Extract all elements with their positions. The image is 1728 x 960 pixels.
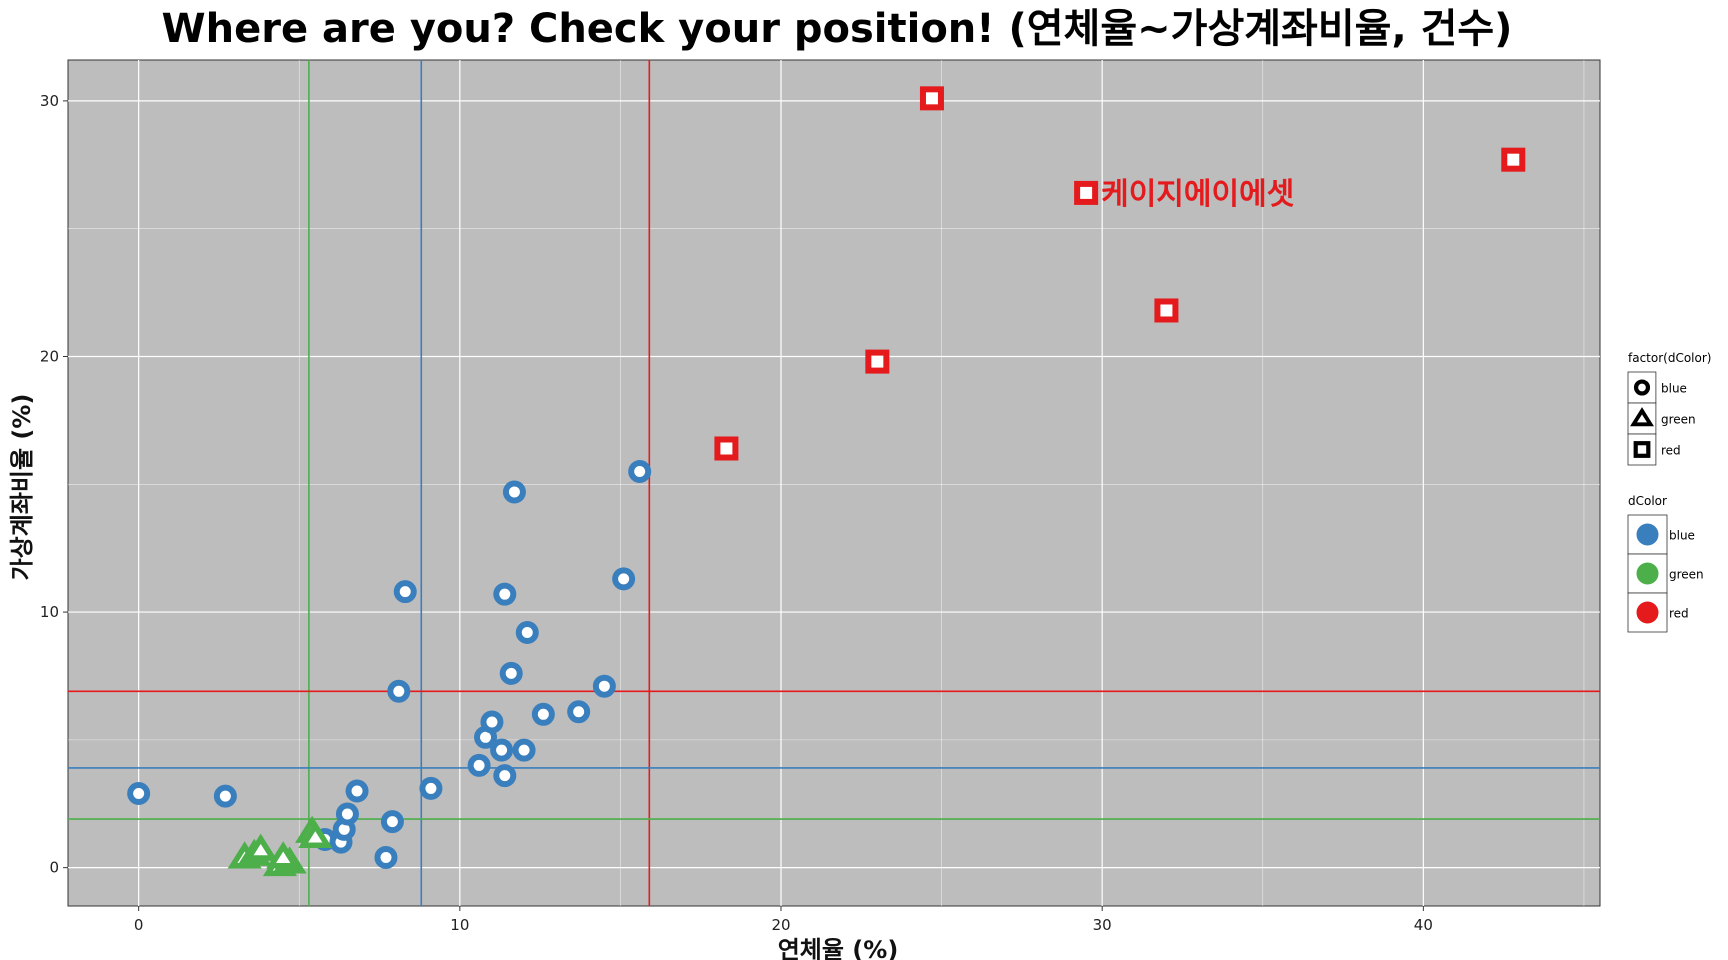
- legend-color: dColor blue green red: [1627, 494, 1704, 633]
- data-point-blue: [374, 845, 398, 869]
- x-tick-label: 30: [1093, 916, 1112, 934]
- series-blue: [127, 459, 652, 869]
- data-point-red: [865, 349, 890, 374]
- x-axis-title: 연체율 (%): [778, 936, 899, 960]
- data-point-blue: [493, 764, 517, 788]
- x-tick-label: 20: [771, 916, 790, 934]
- data-point-green: [243, 833, 278, 861]
- x-tick-label: 40: [1414, 916, 1433, 934]
- data-point-blue: [127, 782, 151, 806]
- x-tick-label: 0: [134, 916, 144, 934]
- y-tick-label: 20: [40, 347, 59, 365]
- y-axis: 0 10 20 30: [40, 92, 68, 877]
- data-point-blue: [612, 567, 636, 591]
- x-tick-label: 10: [450, 916, 469, 934]
- data-point-blue: [480, 710, 504, 734]
- chart-title: Where are you? Check your position! (연체율…: [162, 6, 1513, 52]
- data-point-blue: [515, 621, 539, 645]
- legend-label: green: [1661, 413, 1696, 427]
- legend-key: [1627, 514, 1668, 555]
- data-point-red: [1074, 180, 1099, 205]
- data-point-blue: [335, 802, 359, 826]
- legend-label: red: [1669, 607, 1689, 621]
- legend-label: blue: [1661, 382, 1687, 396]
- data-point-blue: [380, 810, 404, 834]
- y-tick-label: 0: [49, 859, 59, 877]
- data-point-red: [919, 86, 944, 111]
- data-point-blue: [213, 784, 237, 808]
- legend-title: factor(dColor): [1628, 351, 1711, 365]
- legend: factor(dColor) blue green red dColor blue gree…: [1627, 351, 1711, 633]
- data-point-blue: [628, 459, 652, 483]
- plot-background: [67, 59, 1601, 907]
- data-point-blue: [467, 753, 491, 777]
- data-point-green: [266, 841, 301, 869]
- data-point-blue: [490, 738, 514, 762]
- series-green: [227, 815, 333, 877]
- data-point-green: [298, 820, 333, 848]
- legend-key-square-icon: [1633, 441, 1651, 458]
- data-point-red: [1154, 298, 1179, 323]
- legend-key-green-swatch: [1636, 562, 1659, 585]
- legend-key-blue-swatch: [1636, 523, 1659, 546]
- y-axis-title: 가상계좌비율 (%): [8, 394, 36, 581]
- legend-label: blue: [1669, 529, 1695, 543]
- data-point-blue: [567, 700, 591, 724]
- x-axis: 0 10 20 30 40: [134, 906, 1433, 934]
- legend-key-circle-icon: [1633, 379, 1651, 396]
- data-point-blue: [502, 480, 526, 504]
- data-point-blue: [393, 580, 417, 604]
- plot-panel: 케이지에이에셋: [67, 59, 1601, 907]
- data-point-blue: [345, 779, 369, 803]
- y-tick-label: 30: [40, 92, 59, 110]
- data-point-blue: [592, 674, 616, 698]
- y-tick-label: 10: [40, 603, 59, 621]
- legend-label: green: [1669, 568, 1704, 582]
- data-point-blue: [512, 738, 536, 762]
- legend-key-red-swatch: [1636, 601, 1659, 624]
- legend-key-triangle-icon: [1630, 407, 1654, 427]
- legend-title: dColor: [1628, 494, 1667, 508]
- legend-shape: factor(dColor) blue green red: [1627, 351, 1711, 466]
- data-point-blue: [499, 661, 523, 685]
- data-point-red: [714, 436, 739, 461]
- data-point-red: [1501, 147, 1526, 172]
- data-point-blue: [419, 776, 443, 800]
- data-point-blue: [493, 582, 517, 606]
- data-point-blue: [531, 702, 555, 726]
- data-point-blue: [387, 679, 411, 703]
- legend-label: red: [1661, 444, 1681, 458]
- series-red: [714, 86, 1526, 461]
- point-annotation: 케이지에이에셋: [1101, 177, 1294, 212]
